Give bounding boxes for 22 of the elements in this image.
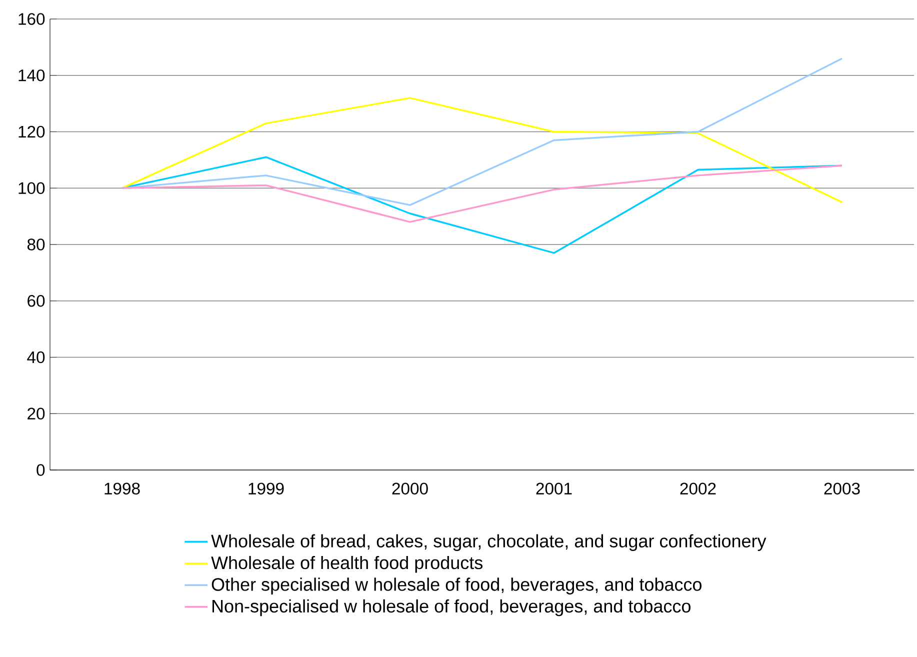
x-tick-label: 1999 xyxy=(248,482,284,495)
y-tick-label: 20 xyxy=(28,408,45,420)
line-series xyxy=(121,164,843,223)
x-tick-label: 2001 xyxy=(536,482,572,495)
y-tick-label: 60 xyxy=(28,294,45,307)
legend-label: Non-specialised w holesale of food, beverages, and tobacco xyxy=(212,599,690,616)
x-tick-label: 2002 xyxy=(680,482,716,495)
legend-label: Other specialised w holesale of food, beverages, and tobacco xyxy=(212,578,702,594)
legend-label: Wholesale of bread, cakes, sugar, chocolate, and sugar confectionery xyxy=(211,534,766,552)
x-tick-label: 1998 xyxy=(104,482,140,495)
x-tick-label: 2003 xyxy=(824,482,860,495)
y-tick-label: 80 xyxy=(27,238,45,250)
y-tick-label: 140 xyxy=(18,69,45,82)
legend-label: Wholesale of health food products xyxy=(211,556,482,573)
y-tick-label: 120 xyxy=(18,126,45,138)
y-tick-label: 100 xyxy=(18,182,45,194)
y-tick-label: 40 xyxy=(27,351,45,364)
y-tick-label: 160 xyxy=(18,13,45,25)
x-tick-label: 2000 xyxy=(392,482,428,495)
line-series xyxy=(121,97,843,204)
y-tick-label: 0 xyxy=(36,464,45,476)
line-series xyxy=(121,58,843,206)
